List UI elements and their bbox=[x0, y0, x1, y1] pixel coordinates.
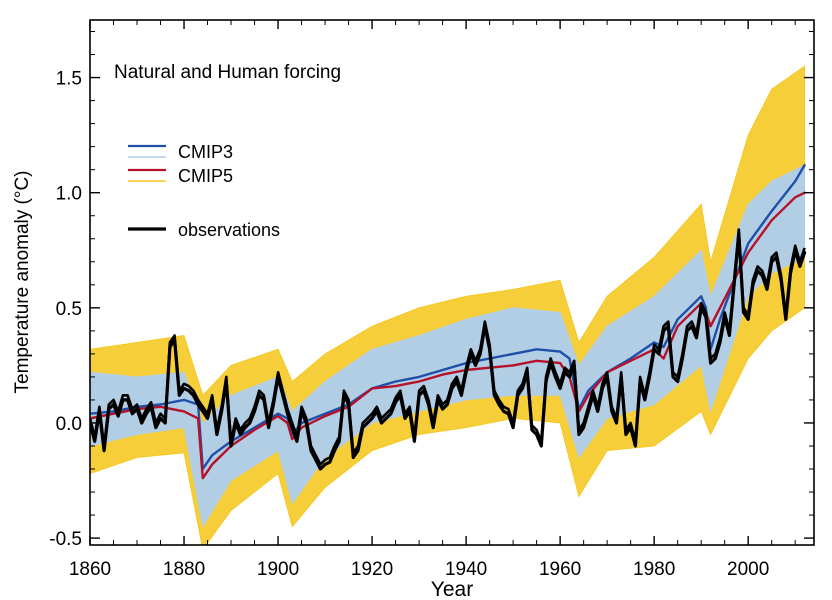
x-axis-label: Year bbox=[431, 578, 473, 600]
plot-area bbox=[90, 65, 807, 545]
y-tick-label: 0.5 bbox=[56, 299, 82, 320]
x-tick-label: 1860 bbox=[69, 559, 111, 580]
x-tick-label: 1920 bbox=[351, 559, 393, 580]
y-tick-label: 0.0 bbox=[56, 414, 82, 435]
series-line-observations-secondary bbox=[90, 228, 806, 466]
y-tick-label: 1.0 bbox=[56, 184, 82, 205]
y-tick-label: 1.5 bbox=[56, 69, 82, 90]
y-tick-label: -0.5 bbox=[49, 529, 82, 550]
legend-label-cmip3: CMIP3 bbox=[178, 142, 233, 162]
x-tick-label: 1960 bbox=[539, 559, 581, 580]
x-tick-label: 1880 bbox=[163, 559, 205, 580]
x-tick-label: 1980 bbox=[633, 559, 675, 580]
x-tick-label: 2000 bbox=[727, 559, 769, 580]
y-axis-label: Temperature anomaly (°C) bbox=[12, 170, 33, 393]
x-tick-label: 1940 bbox=[445, 559, 487, 580]
legend: CMIP3 CMIP5 observations bbox=[128, 142, 280, 240]
axis-ticks: 1860 1880 1900 1920 1940 1960 1980 2000 -0.5 0.0 0… bbox=[49, 20, 814, 580]
legend-label-observations: observations bbox=[178, 220, 280, 240]
chart-title: Natural and Human forcing bbox=[114, 62, 341, 83]
axis-labels: Year Temperature anomaly (°C) Natural an… bbox=[12, 62, 473, 600]
x-tick-label: 1900 bbox=[257, 559, 299, 580]
legend-label-cmip5: CMIP5 bbox=[178, 166, 233, 186]
plot-frame bbox=[89, 19, 815, 546]
